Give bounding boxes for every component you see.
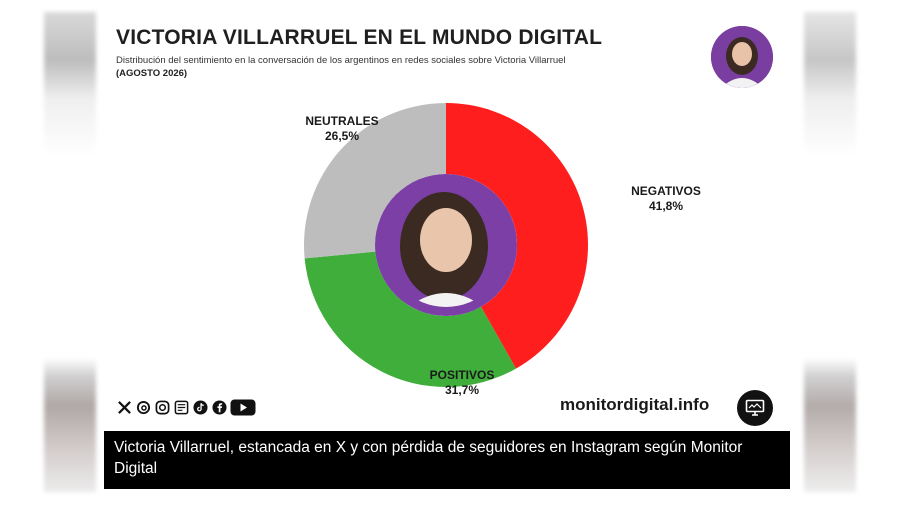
slice-label-positivos: POSITIVOS — [430, 368, 495, 382]
instagram-icon[interactable] — [154, 399, 171, 416]
x-icon[interactable] — [116, 399, 133, 416]
avatar — [711, 26, 773, 88]
slice-label-neutrales: NEUTRALES — [305, 114, 378, 128]
chart-subtitle: Distribución del sentimiento en la conve… — [116, 55, 566, 66]
slice-label-negativos: NEGATIVOS — [631, 184, 701, 198]
blurred-left-panel — [44, 12, 96, 492]
news-icon[interactable] — [173, 399, 190, 416]
infographic-card: VICTORIA VILLARRUEL EN EL MUNDO DIGITAL … — [100, 14, 800, 434]
slice-positivos — [304, 251, 516, 387]
social-icons-row — [116, 396, 256, 418]
portrait-icon — [711, 26, 773, 88]
facebook-icon[interactable] — [211, 399, 228, 416]
center-portrait — [375, 174, 517, 316]
chart-title: VICTORIA VILLARRUEL EN EL MUNDO DIGITAL — [116, 26, 603, 49]
news-caption: Victoria Villarruel, estancada en X y co… — [104, 431, 790, 489]
tiktok-icon[interactable] — [192, 399, 209, 416]
chart-period: (AGOSTO 2026) — [116, 68, 188, 79]
slice-value-negativos: 41,8% — [649, 199, 683, 213]
threads-icon[interactable] — [135, 399, 152, 416]
slice-value-neutrales: 26,5% — [325, 129, 359, 143]
site-url[interactable]: monitordigital.info — [560, 395, 710, 414]
slice-value-positivos: 31,7% — [445, 383, 479, 397]
slice-negativos — [446, 103, 588, 369]
blurred-right-panel — [804, 12, 856, 492]
monitor-icon — [737, 390, 773, 426]
slice-neutrales — [304, 103, 446, 259]
youtube-icon[interactable] — [230, 399, 256, 416]
